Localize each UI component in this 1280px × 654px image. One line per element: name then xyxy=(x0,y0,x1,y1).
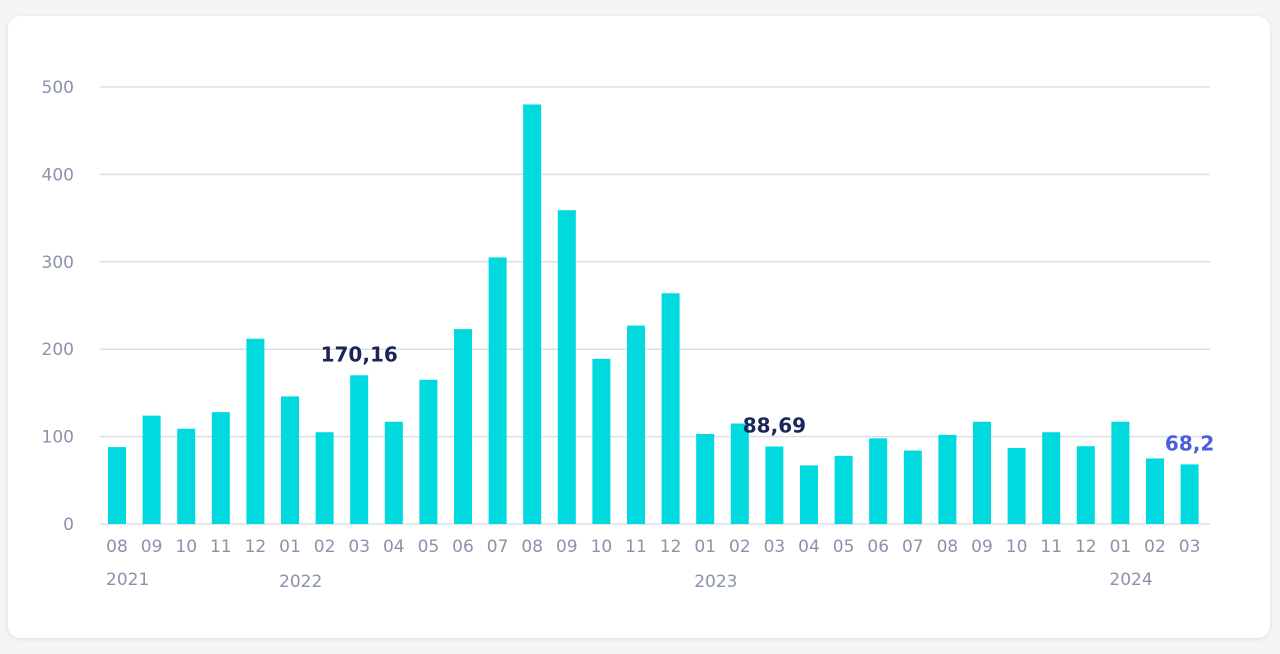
y-tick-label: 300 xyxy=(42,253,74,273)
bar xyxy=(384,421,403,524)
bar xyxy=(246,338,265,524)
bar xyxy=(454,329,472,524)
x-tick-label: 08 xyxy=(521,537,543,557)
bar xyxy=(211,412,230,524)
x-tick-label: 02 xyxy=(729,537,751,557)
bar xyxy=(557,210,576,524)
y-tick-label: 400 xyxy=(42,165,74,185)
x-tick-label: 10 xyxy=(591,537,613,557)
bar xyxy=(1007,447,1026,524)
bar xyxy=(1111,421,1130,524)
year-label: 2024 xyxy=(1109,570,1152,590)
data-label: 170,16 xyxy=(321,342,398,366)
x-tick-label: 03 xyxy=(1179,537,1201,557)
x-tick-label: 07 xyxy=(487,537,509,557)
x-tick-label: 07 xyxy=(902,537,924,557)
bar xyxy=(315,432,334,524)
bar xyxy=(350,375,369,524)
x-tick-label: 02 xyxy=(1144,537,1166,557)
bar xyxy=(800,465,818,524)
bar xyxy=(1076,446,1095,524)
bar xyxy=(108,447,126,524)
bar xyxy=(1146,458,1164,524)
x-tick-label: 05 xyxy=(833,537,855,557)
x-tick-label: 09 xyxy=(556,537,578,557)
bar xyxy=(627,325,645,524)
year-label: 2021 xyxy=(106,570,149,590)
x-tick-label: 08 xyxy=(106,537,128,557)
y-tick-label: 100 xyxy=(42,428,74,448)
bar xyxy=(281,396,299,524)
bar xyxy=(592,358,611,524)
bar xyxy=(419,379,438,524)
bar xyxy=(938,434,957,524)
bar xyxy=(523,104,542,524)
bar xyxy=(730,423,749,524)
year-label: 2022 xyxy=(279,572,322,592)
x-tick-label: 10 xyxy=(1006,537,1028,557)
y-tick-label: 200 xyxy=(42,340,74,360)
year-label: 2023 xyxy=(694,572,737,592)
x-tick-label: 09 xyxy=(141,537,163,557)
x-tick-label: 04 xyxy=(383,537,405,557)
bar xyxy=(488,257,507,524)
bar xyxy=(142,415,161,524)
x-tick-label: 06 xyxy=(867,537,889,557)
x-tick-label: 09 xyxy=(971,537,993,557)
x-tick-label: 11 xyxy=(1040,537,1062,557)
y-tick-label: 0 xyxy=(63,515,74,535)
bar xyxy=(177,428,196,524)
x-tick-label: 11 xyxy=(210,537,232,557)
bar xyxy=(765,446,784,524)
x-tick-label: 04 xyxy=(798,537,820,557)
bar xyxy=(834,455,853,524)
bar xyxy=(661,293,680,524)
data-label: 88,69 xyxy=(743,413,806,437)
x-tick-label: 03 xyxy=(764,537,786,557)
x-tick-label: 01 xyxy=(279,537,301,557)
x-tick-label: 08 xyxy=(937,537,959,557)
x-tick-label: 11 xyxy=(625,537,647,557)
x-tick-label: 05 xyxy=(418,537,440,557)
x-tick-label: 12 xyxy=(245,537,267,557)
x-tick-label: 03 xyxy=(348,537,370,557)
bar xyxy=(696,433,715,524)
bar xyxy=(1180,464,1199,524)
bar xyxy=(903,450,922,524)
x-tick-label: 02 xyxy=(314,537,336,557)
bar xyxy=(1042,432,1061,524)
x-tick-label: 10 xyxy=(175,537,197,557)
bar xyxy=(869,438,888,524)
x-tick-label: 01 xyxy=(694,537,716,557)
x-tick-label: 01 xyxy=(1110,537,1132,557)
y-tick-label: 500 xyxy=(42,78,74,98)
x-tick-label: 06 xyxy=(452,537,474,557)
x-tick-label: 12 xyxy=(1075,537,1097,557)
bar xyxy=(973,421,991,524)
x-tick-label: 12 xyxy=(660,537,682,557)
data-label: 68,2 xyxy=(1165,431,1214,455)
